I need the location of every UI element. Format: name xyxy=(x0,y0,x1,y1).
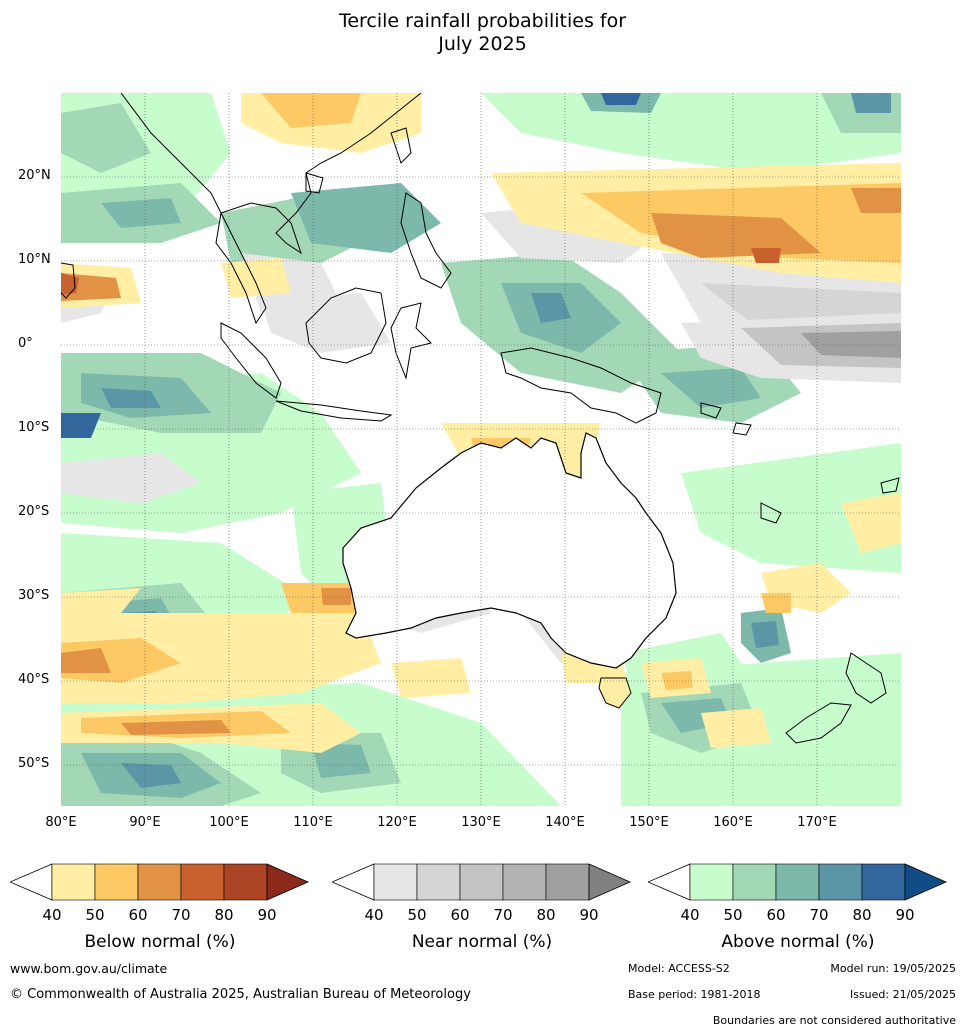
lon-label-160e: 160°E xyxy=(713,815,753,830)
above-normal-title: Above normal (%) xyxy=(721,932,875,952)
lat-label-50s: 50°S xyxy=(18,756,50,771)
above-tick-40: 40 xyxy=(680,906,699,922)
above-tick-80: 80 xyxy=(852,906,871,922)
colorbar-below-normal: 40 50 60 70 80 90 xyxy=(8,862,310,926)
model-name: Model: ACCESS-S2 xyxy=(628,962,730,975)
above-tick-60: 60 xyxy=(766,906,785,922)
near-tick-70: 70 xyxy=(493,906,512,922)
lat-label-40s: 40°S xyxy=(18,672,50,687)
issued-date: Issued: 21/05/2025 xyxy=(849,988,956,1001)
above-tick-50: 50 xyxy=(723,906,742,922)
lon-label-100e: 100°E xyxy=(209,815,249,830)
title-line-1: Tercile rainfall probabilities for xyxy=(338,10,627,32)
near-tick-80: 80 xyxy=(536,906,555,922)
tasmania-outline xyxy=(598,677,632,709)
lon-label-120e: 120°E xyxy=(377,815,417,830)
lon-label-80e: 80°E xyxy=(45,815,77,830)
lon-label-130e: 130°E xyxy=(461,815,501,830)
lat-label-10s: 10°S xyxy=(18,420,50,435)
rainfall-probability-map xyxy=(61,93,901,806)
below-tick-60: 60 xyxy=(128,906,147,922)
lon-label-90e: 90°E xyxy=(129,815,161,830)
lon-label-110e: 110°E xyxy=(293,815,333,830)
below-tick-40: 40 xyxy=(42,906,61,922)
below-tick-50: 50 xyxy=(85,906,104,922)
above-tick-70: 70 xyxy=(809,906,828,922)
new-guinea-outline xyxy=(500,347,662,424)
lat-label-30s: 30°S xyxy=(18,588,50,603)
lon-label-140e: 140°E xyxy=(545,815,585,830)
title-line-2: July 2025 xyxy=(438,33,527,55)
above-tick-90: 90 xyxy=(895,906,914,922)
probability-fields xyxy=(61,93,901,806)
model-run-date: Model run: 19/05/2025 xyxy=(830,962,956,975)
near-tick-90: 90 xyxy=(579,906,598,922)
lat-label-20n: 20°N xyxy=(18,168,51,183)
below-normal-title: Below normal (%) xyxy=(84,932,236,952)
sumatra-outline xyxy=(220,322,282,399)
lon-label-170e: 170°E xyxy=(797,815,837,830)
lat-label-10n: 10°N xyxy=(18,252,51,267)
near-tick-50: 50 xyxy=(407,906,426,922)
lat-label-0: 0° xyxy=(18,336,33,351)
map-title: Tercile rainfall probabilities for July … xyxy=(0,10,965,56)
boundaries-disclaimer: Boundaries are not considered authoritat… xyxy=(712,1014,956,1027)
lon-label-150e: 150°E xyxy=(629,815,669,830)
asia-coastline xyxy=(120,93,422,325)
australia-outline xyxy=(342,432,677,669)
colorbar-above-normal: 40 50 60 70 80 90 xyxy=(646,862,948,926)
new-zealand-outline xyxy=(845,652,887,704)
copyright-text: © Commonwealth of Australia 2025, Austra… xyxy=(10,987,471,1002)
lat-label-20s: 20°S xyxy=(18,504,50,519)
colorbar-near-normal: 40 50 60 70 80 90 xyxy=(330,862,632,926)
below-tick-70: 70 xyxy=(171,906,190,922)
website-link[interactable]: www.bom.gov.au/climate xyxy=(10,961,168,976)
below-tick-90: 90 xyxy=(257,906,276,922)
below-tick-80: 80 xyxy=(214,906,233,922)
near-tick-60: 60 xyxy=(450,906,469,922)
base-period: Base period: 1981-2018 xyxy=(628,988,761,1001)
near-normal-title: Near normal (%) xyxy=(411,932,553,952)
graticule xyxy=(61,93,901,806)
borneo-outline xyxy=(305,287,387,364)
near-tick-40: 40 xyxy=(364,906,383,922)
